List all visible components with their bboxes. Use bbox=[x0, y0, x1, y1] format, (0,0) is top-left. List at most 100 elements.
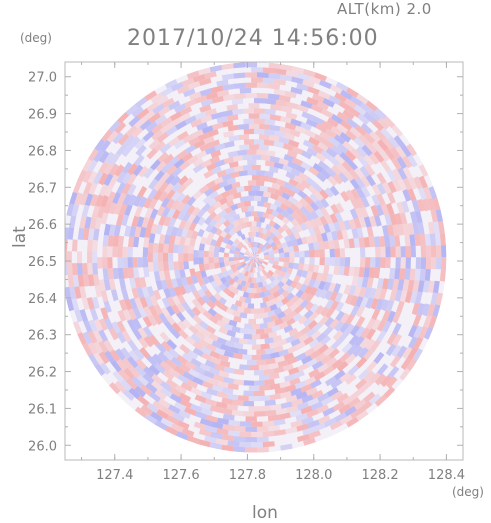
radar-cell bbox=[122, 267, 130, 279]
radar-cell bbox=[219, 360, 231, 368]
radar-cell bbox=[293, 330, 304, 340]
radar-cell bbox=[230, 245, 237, 251]
radar-cell bbox=[283, 246, 290, 253]
radar-cell bbox=[290, 387, 302, 397]
radar-cell bbox=[389, 355, 401, 368]
radar-cell bbox=[260, 286, 267, 293]
radar-cell bbox=[104, 151, 115, 165]
radar-cell bbox=[194, 394, 207, 404]
radar-cell bbox=[380, 257, 386, 269]
radar-cell bbox=[171, 199, 181, 211]
radar-cell bbox=[320, 206, 329, 217]
radar-cell bbox=[232, 155, 243, 162]
radar-cell bbox=[289, 409, 302, 418]
radar-cell bbox=[166, 296, 176, 307]
radar-cell bbox=[392, 311, 402, 324]
radar-cell bbox=[386, 332, 397, 346]
radar-cell bbox=[300, 161, 312, 171]
radar-cell bbox=[74, 192, 83, 206]
radar-cell bbox=[263, 251, 269, 256]
radar-cell bbox=[382, 278, 389, 290]
radar-cell bbox=[168, 404, 181, 415]
radar-cell bbox=[69, 215, 77, 229]
radar-cell bbox=[215, 401, 228, 409]
radar-cell bbox=[207, 275, 215, 283]
radar-cell bbox=[102, 246, 108, 258]
radar-cell bbox=[366, 318, 376, 330]
radar-cell bbox=[300, 383, 312, 393]
radar-cell bbox=[351, 275, 359, 287]
radar-cell bbox=[225, 194, 235, 202]
radar-cell bbox=[134, 205, 143, 218]
radar-cell bbox=[386, 169, 397, 182]
radar-cell bbox=[173, 244, 180, 254]
radar-cell bbox=[269, 341, 279, 349]
radar-cell bbox=[138, 337, 149, 349]
radar-cell bbox=[309, 193, 319, 203]
radar-cell bbox=[359, 337, 370, 349]
radar-cell bbox=[387, 224, 395, 237]
radar-cell bbox=[341, 342, 353, 354]
radar-cell bbox=[144, 207, 154, 219]
radar-cell bbox=[98, 329, 108, 343]
radar-cell bbox=[203, 370, 215, 379]
radar-cell bbox=[182, 371, 195, 381]
radar-cell bbox=[418, 187, 427, 201]
radar-cell bbox=[305, 211, 314, 222]
radar-cell bbox=[181, 276, 189, 287]
radar-cell bbox=[285, 206, 295, 215]
radar-cell bbox=[132, 318, 142, 330]
radar-cell bbox=[360, 175, 371, 188]
radar-cell bbox=[127, 163, 138, 176]
radar-cell bbox=[254, 98, 266, 104]
radar-cell bbox=[269, 226, 277, 234]
radar-cell bbox=[269, 351, 280, 359]
radar-cell bbox=[331, 230, 339, 241]
radar-cell bbox=[276, 274, 284, 282]
radar-cell bbox=[397, 178, 407, 192]
radar-cell bbox=[69, 191, 78, 205]
radar-cell bbox=[163, 216, 172, 227]
radar-cell bbox=[163, 320, 174, 332]
radar-cell bbox=[339, 257, 346, 267]
radar-cell bbox=[250, 308, 258, 314]
radar-cell bbox=[336, 392, 349, 404]
radar-cell bbox=[349, 324, 360, 337]
radar-cell bbox=[156, 131, 169, 143]
radar-cell bbox=[273, 88, 286, 96]
radar-cell bbox=[197, 288, 206, 298]
radar-cell bbox=[356, 93, 369, 105]
radar-cell bbox=[198, 263, 205, 272]
radar-cell bbox=[177, 210, 186, 221]
radar-cell bbox=[392, 322, 402, 336]
radar-cell bbox=[227, 430, 240, 437]
radar-cell bbox=[355, 207, 364, 219]
radar-cell bbox=[334, 292, 344, 303]
radar-cell bbox=[107, 191, 116, 204]
radar-cell bbox=[268, 219, 276, 227]
radar-cell bbox=[407, 188, 417, 202]
radar-cell bbox=[357, 113, 370, 125]
radar-cell bbox=[66, 298, 74, 312]
radar-cell bbox=[225, 243, 232, 250]
radar-cell bbox=[395, 257, 401, 269]
radar-cell bbox=[158, 243, 164, 253]
radar-cell bbox=[267, 293, 275, 301]
radar-cell bbox=[308, 338, 320, 349]
radar-cell bbox=[171, 304, 181, 315]
radar-cell bbox=[186, 435, 200, 445]
radar-cell bbox=[196, 304, 206, 314]
radar-cell bbox=[296, 82, 309, 92]
radar-cell bbox=[285, 278, 293, 287]
radar-cell bbox=[363, 216, 372, 228]
radar-cell bbox=[258, 259, 264, 263]
radar-cell bbox=[178, 329, 189, 340]
radar-cell bbox=[328, 155, 340, 167]
radar-cell bbox=[269, 166, 279, 174]
radar-cell bbox=[282, 363, 294, 372]
radar-cell bbox=[416, 198, 426, 212]
radar-cell bbox=[313, 264, 320, 273]
radar-cell bbox=[102, 234, 109, 247]
radar-cell bbox=[234, 300, 243, 307]
radar-cell bbox=[380, 159, 391, 172]
